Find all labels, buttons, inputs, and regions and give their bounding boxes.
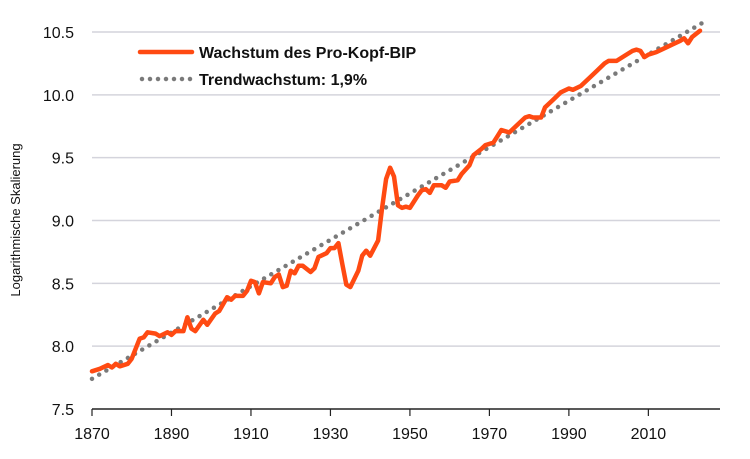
- legend-label-trend: Trendwachstum: 1,9%: [199, 72, 367, 89]
- x-tick-label: 1890: [154, 426, 190, 443]
- y-tick-label: 10.0: [43, 88, 74, 105]
- x-tick-label: 1930: [313, 426, 349, 443]
- gdp-per-capita-line: [89, 28, 703, 374]
- y-tick-label: 10.5: [43, 25, 74, 42]
- x-tick-label: 1990: [551, 426, 587, 443]
- trend-line: [89, 19, 707, 382]
- y-tick-label: 8.5: [52, 276, 74, 293]
- y-tick-label: 7.5: [52, 402, 74, 419]
- legend-label-gdp: Wachstum des Pro-Kopf-BIP: [199, 45, 417, 62]
- y-tick-label: 9.5: [52, 151, 74, 168]
- x-tick-label: 1870: [74, 426, 110, 443]
- y-tick-label: 9.0: [52, 214, 74, 231]
- legend: Wachstum des Pro-Kopf-BIP Trendwachstum:…: [137, 45, 417, 89]
- x-tick-label: 1910: [233, 426, 269, 443]
- x-tick-label: 2010: [631, 426, 667, 443]
- y-axis-label: Logarithmische Skalierung: [8, 143, 23, 296]
- x-tick-label: 1950: [392, 426, 428, 443]
- y-tick-label: 8.0: [52, 339, 74, 356]
- x-tick-label: 1970: [472, 426, 508, 443]
